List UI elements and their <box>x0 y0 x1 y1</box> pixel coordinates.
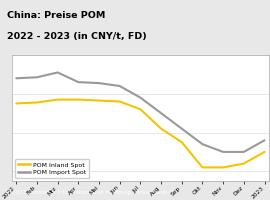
Text: 2022 - 2023 (in CNY/t, FD): 2022 - 2023 (in CNY/t, FD) <box>7 32 147 41</box>
Legend: POM Inland Spot, POM Import Spot: POM Inland Spot, POM Import Spot <box>15 159 89 178</box>
Text: © 2023 Kunststoff Information, Bad Homburg - www.kiweb.de: © 2023 Kunststoff Information, Bad Hombu… <box>5 190 176 195</box>
Text: China: Preise POM: China: Preise POM <box>7 11 105 20</box>
